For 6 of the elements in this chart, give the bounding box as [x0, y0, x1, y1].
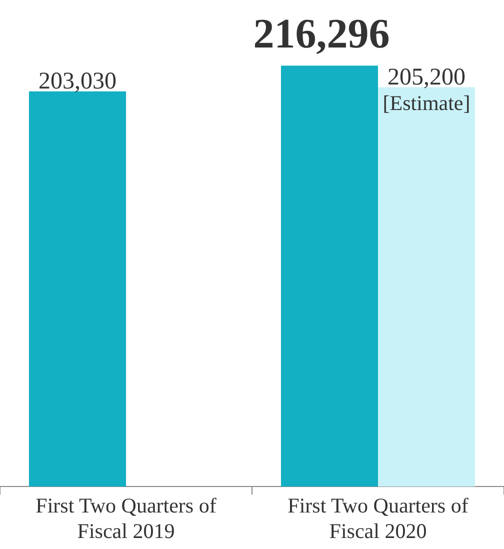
data-label: 216,296	[253, 11, 390, 58]
data-label: 205,200	[388, 64, 466, 90]
annotation: [Estimate]	[382, 91, 470, 116]
x-tick-label: First Two Quarters of Fiscal 2020	[288, 494, 468, 543]
x-tick-label: First Two Quarters of Fiscal 2019	[36, 494, 216, 543]
data-label: 203,030	[38, 68, 116, 95]
